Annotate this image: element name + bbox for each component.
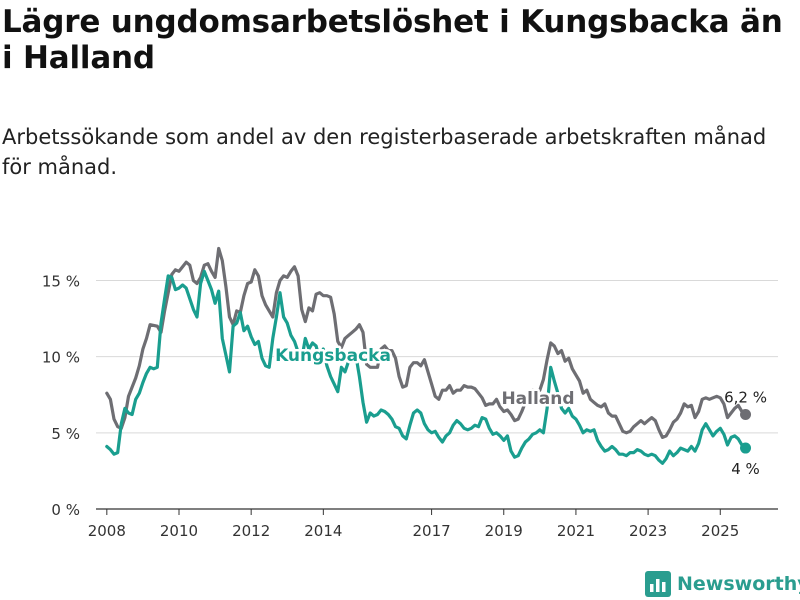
x-tick-label-3: 2014	[304, 522, 342, 540]
y-tick-label-1: 5 %	[51, 425, 80, 443]
bar-chart-logo-icon	[645, 571, 671, 597]
y-axis-ticks: 0 % 5 % 10 % 15 %	[42, 272, 80, 519]
x-tick-label-8: 2025	[701, 522, 739, 540]
x-tick-label-7: 2023	[629, 522, 667, 540]
x-tick-label-4: 2017	[412, 522, 450, 540]
end-point-kungsbacka	[740, 442, 752, 454]
series-labels: 6,2 % Halland 4 % Kungsbacka	[273, 344, 767, 479]
series-label-kungsbacka: Kungsbacka	[275, 346, 391, 366]
x-tick-label-6: 2021	[557, 522, 595, 540]
newsworthy-brand: Newsworthy	[645, 568, 800, 600]
x-tick-label-0: 2008	[88, 522, 126, 540]
end-value-label-halland: 6,2 %	[724, 389, 767, 407]
x-axis: 2008 2010 2012 2014 2017 2019 2021 2023 2025	[88, 508, 778, 540]
chart-subtitle: Arbetssökande som andel av den registerb…	[2, 125, 767, 179]
end-point-halland	[740, 409, 752, 421]
x-tick-label-5: 2019	[485, 522, 523, 540]
x-tick-label-1: 2010	[160, 522, 198, 540]
series-label-halland: Halland	[501, 389, 574, 409]
chart-title: Lägre ungdomsarbetslöshet i Kungsbacka ä…	[2, 4, 783, 76]
series-line-kungsbacka	[105, 269, 748, 465]
series-line-halland	[105, 246, 748, 439]
y-tick-label-0: 0 %	[51, 501, 80, 519]
end-value-label-kungsbacka: 4 %	[731, 460, 760, 478]
x-tick-label-2: 2012	[232, 522, 270, 540]
y-tick-label-2: 10 %	[42, 349, 80, 367]
series-lines	[105, 246, 752, 465]
y-tick-label-3: 15 %	[42, 272, 80, 290]
brand-name: Newsworthy	[677, 573, 800, 595]
